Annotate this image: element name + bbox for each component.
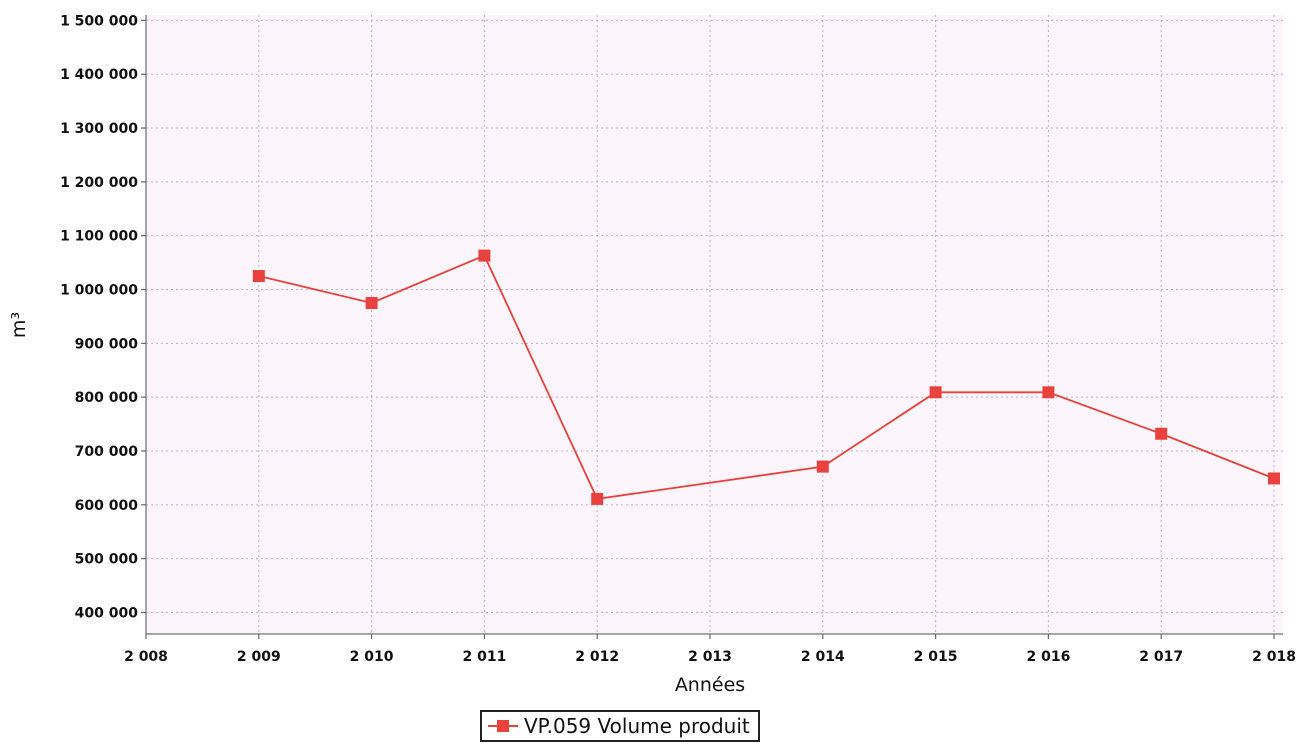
y-tick-label: 1 200 000: [60, 175, 138, 191]
x-tick-label: 2 017: [1139, 649, 1183, 665]
y-axis-title: m³: [8, 312, 30, 338]
x-axis-ticks: 2 008 2 009 2 010 2 011 2 012 2 013 2 014 2 015…: [124, 634, 1296, 665]
x-tick-label: 2 010: [350, 649, 394, 665]
x-axis-title: Années: [675, 674, 745, 696]
y-tick-label: 1 500 000: [60, 13, 138, 29]
legend-swatch: [488, 716, 518, 736]
data-point: [1268, 472, 1280, 485]
x-tick-label: 2 018: [1252, 649, 1296, 665]
legend: VP.059 Volume produit: [480, 710, 760, 742]
y-tick-label: 1 000 000: [60, 283, 138, 299]
y-tick-label: 500 000: [75, 552, 139, 568]
y-tick-label: 1 100 000: [60, 229, 138, 245]
x-tick-label: 2 008: [124, 649, 168, 665]
data-point: [816, 460, 829, 473]
data-point: [1042, 386, 1055, 399]
data-point: [478, 249, 491, 262]
x-tick-label: 2 013: [688, 649, 732, 665]
y-tick-label: 1 300 000: [60, 121, 138, 137]
x-tick-label: 2 011: [462, 649, 506, 665]
y-tick-label: 800 000: [75, 390, 139, 406]
plot-area: [146, 15, 1283, 634]
legend-label: VP.059 Volume produit: [524, 714, 750, 738]
data-point: [365, 296, 378, 309]
x-tick-label: 2 016: [1026, 649, 1070, 665]
legend-marker: [497, 720, 509, 732]
x-tick-label: 2 014: [801, 649, 845, 665]
y-tick-label: 700 000: [75, 444, 139, 460]
data-point: [1155, 427, 1168, 440]
data-point: [252, 270, 265, 283]
series-layer: [252, 249, 1280, 505]
y-tick-label: 400 000: [75, 605, 139, 621]
y-axis-ticks: 400 000 500 000 600 000 700 000 800 000 900 0…: [60, 13, 146, 621]
y-tick-label: 1 400 000: [60, 67, 138, 83]
x-tick-label: 2 009: [237, 649, 281, 665]
data-point: [929, 386, 942, 399]
y-tick-label: 600 000: [75, 498, 139, 514]
x-tick-label: 2 015: [914, 649, 958, 665]
y-tick-label: 900 000: [75, 336, 139, 352]
data-point: [591, 492, 604, 505]
x-tick-label: 2 012: [575, 649, 619, 665]
